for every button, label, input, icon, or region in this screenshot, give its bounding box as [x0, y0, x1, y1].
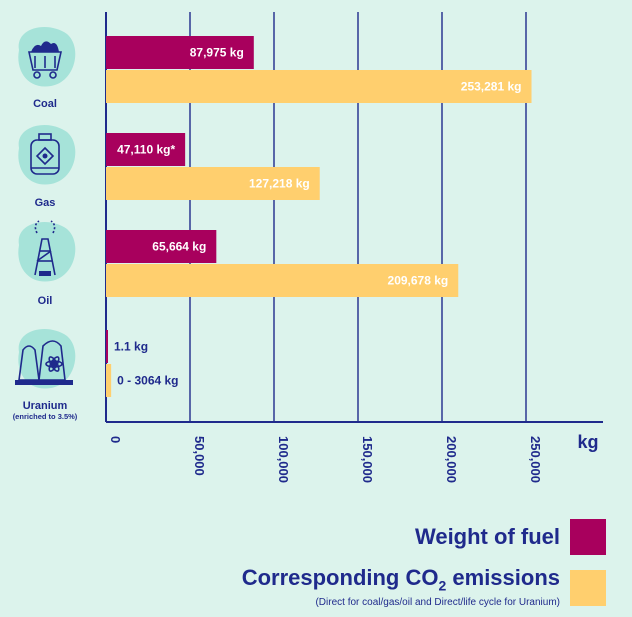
- legend-co2-swatch: [570, 569, 606, 606]
- bars: 87,975 kg 253,281 kg 47,110 kg* 127,218 kg 6…: [106, 36, 532, 397]
- legend-co2-label: Corresponding CO2 emissions: [241, 565, 560, 594]
- gas-cylinder-icon: [18, 125, 76, 185]
- category-label: Uranium: [23, 400, 68, 412]
- oil-rig-icon: [18, 220, 76, 282]
- x-tick-label: 50,000: [192, 436, 207, 476]
- co2-bar: [106, 167, 320, 200]
- category-label: Oil: [38, 295, 53, 307]
- co2-bar: [106, 70, 532, 103]
- fuel-bar: [106, 230, 217, 263]
- fuel-value-label: 1.1 kg: [114, 340, 148, 354]
- co2-value-label: 253,281 kg: [461, 80, 522, 94]
- fuel-bar: [106, 330, 108, 363]
- co2-bar: [106, 264, 459, 297]
- x-unit-label: kg: [577, 432, 598, 452]
- co2-value-label: 127,218 kg: [249, 177, 310, 191]
- co2-value-label: 209,678 kg: [388, 274, 449, 288]
- x-tick-label: 0: [108, 436, 123, 443]
- x-tick-label: 200,000: [444, 436, 459, 483]
- fuel-value-label: 47,110 kg*: [117, 143, 175, 157]
- x-tick-label: 250,000: [528, 436, 543, 483]
- category-note: (enriched to 3.5%): [13, 412, 78, 421]
- nuclear-plant-icon: [15, 329, 76, 389]
- co2-bar: [106, 364, 112, 397]
- legend-fuel: Weight of fuel: [415, 519, 606, 555]
- legend-co2-note: (Direct for coal/gas/oil and Direct/life…: [315, 597, 560, 609]
- category-icons: [15, 27, 76, 389]
- legend-co2: Corresponding CO2 emissions (Direct for …: [242, 566, 606, 609]
- co2-value-label: 0 - 3064 kg: [117, 374, 178, 388]
- fuel-value-label: 65,664 kg: [152, 240, 206, 254]
- fuel-value-label: 87,975 kg: [190, 46, 244, 60]
- x-tick-label: 100,000: [276, 436, 291, 483]
- legend-fuel-label: Weight of fuel: [414, 524, 560, 549]
- fuel-bar: [106, 133, 186, 166]
- fuel-bar: [106, 36, 254, 69]
- legend-fuel-swatch: [570, 519, 606, 555]
- category-label: Coal: [33, 98, 57, 110]
- coal-cart-icon: [18, 27, 76, 87]
- category-labels: Coal Gas Oil Uranium(enriched to 3.5%): [13, 98, 78, 421]
- x-axis-ticks: 0 50,000 100,000 150,000 200,000 250,000: [108, 436, 543, 483]
- category-label: Gas: [35, 197, 56, 209]
- x-tick-label: 150,000: [360, 436, 375, 483]
